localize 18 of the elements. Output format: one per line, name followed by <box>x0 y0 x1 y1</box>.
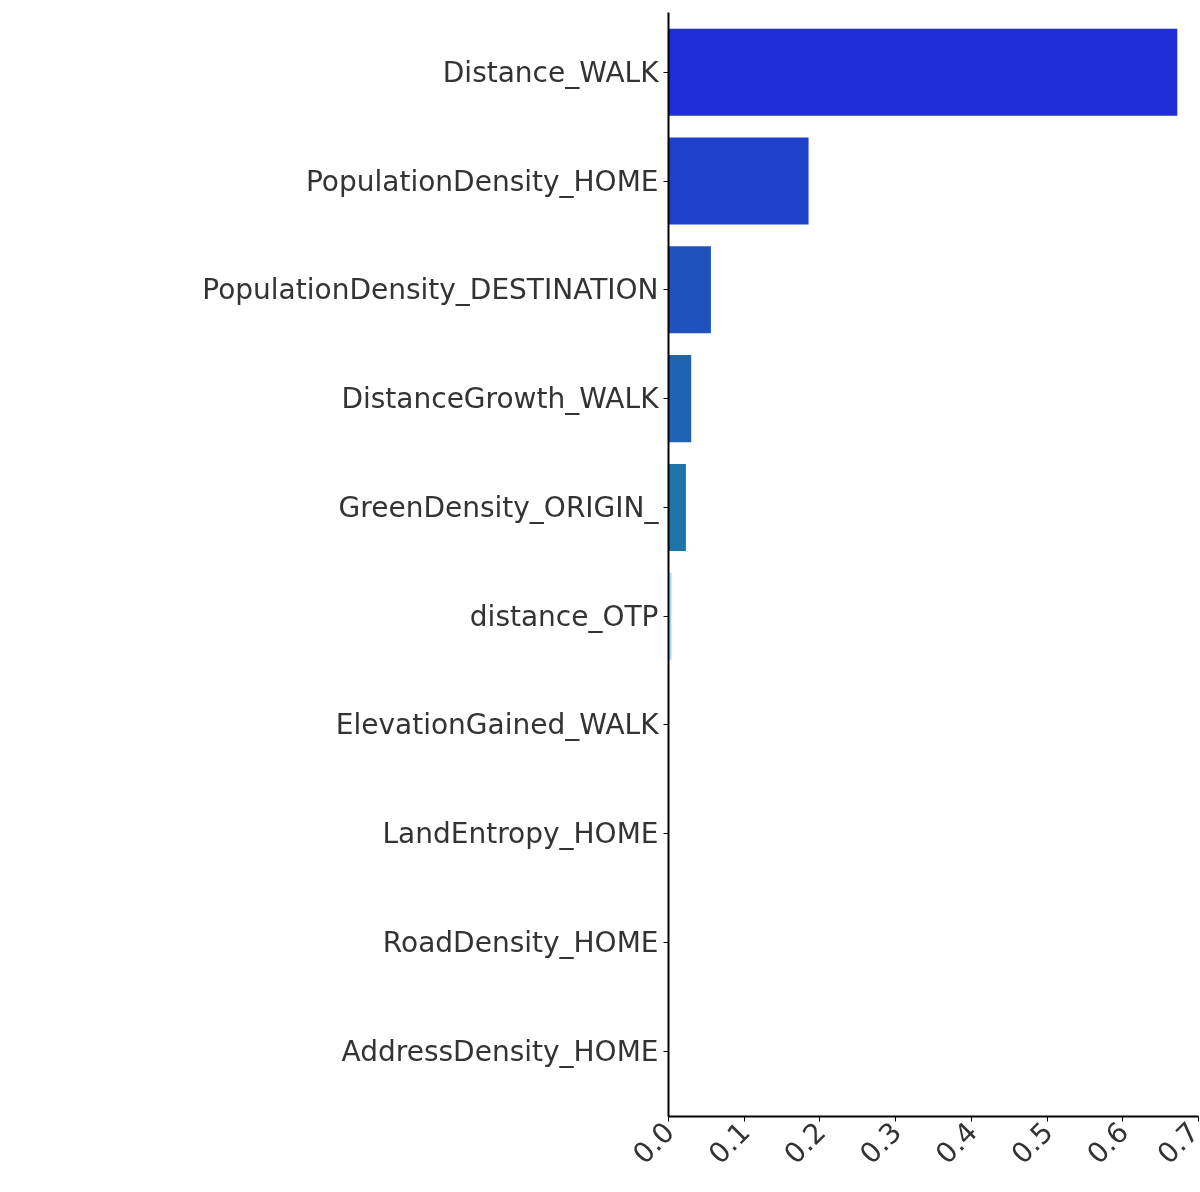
x-tick-label: 0.2 <box>777 1115 833 1171</box>
y-tick-label: AddressDensity_HOME <box>341 1034 659 1068</box>
x-tick-label: 0.0 <box>626 1115 681 1171</box>
y-tick-label: distance_OTP <box>469 599 659 633</box>
y-tick-label: GreenDensity_ORIGIN_ <box>338 490 660 524</box>
x-tick-label: 0.5 <box>1004 1115 1060 1171</box>
y-tick-label: Distance_WALK <box>442 55 660 89</box>
x-tick-label: 0.1 <box>701 1115 757 1171</box>
y-tick-label: PopulationDensity_HOME <box>306 164 659 198</box>
x-tick-label: 0.4 <box>928 1115 984 1171</box>
y-tick-label: RoadDensity_HOME <box>382 925 659 959</box>
y-tick-label: LandEntropy_HOME <box>382 817 659 851</box>
x-tick-label: 0.6 <box>1080 1115 1136 1171</box>
x-tick-label: 0.3 <box>853 1115 909 1171</box>
y-tick-label: PopulationDensity_DESTINATION <box>202 273 659 307</box>
y-tick-label: DistanceGrowth_WALK <box>341 382 660 416</box>
x-tick-label: 0.7 <box>1150 1115 1200 1171</box>
y-tick-label: ElevationGained_WALK <box>335 708 660 742</box>
